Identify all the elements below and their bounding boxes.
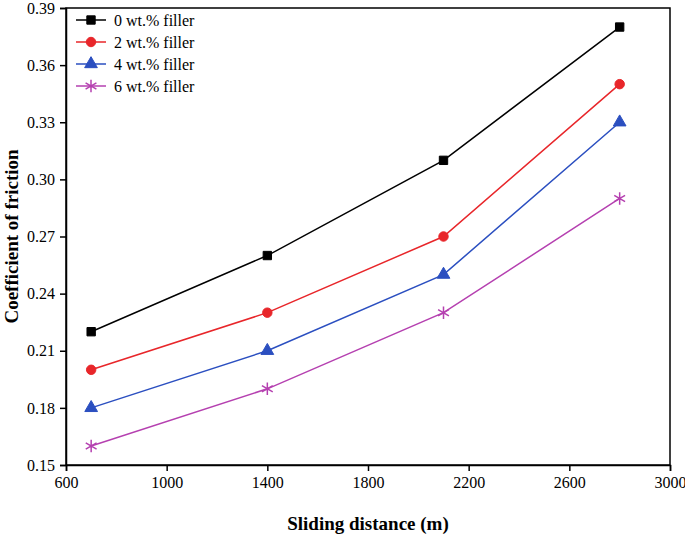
legend-entry: 0 wt.% filler: [76, 12, 195, 29]
tick: 0.30: [27, 171, 66, 188]
tick-label: 0.27: [27, 228, 55, 245]
marker: [439, 156, 447, 164]
marker: [261, 343, 274, 354]
tick-label: 0.21: [27, 342, 55, 359]
tick-mark: [60, 465, 66, 467]
tick: 0.33: [27, 114, 66, 131]
legend-label: 6 wt.% filler: [114, 78, 195, 95]
tick-mark: [60, 293, 66, 295]
marker: [262, 383, 273, 396]
tick-label: 2600: [554, 474, 586, 491]
tick: 0.15: [27, 457, 66, 474]
series-line: [91, 198, 620, 446]
tick: 2200: [453, 465, 485, 491]
tick-mark: [267, 465, 269, 471]
tick-label: 3000: [655, 474, 685, 491]
tick-mark: [60, 8, 66, 10]
tick: 2600: [554, 465, 586, 491]
tick: 0.36: [27, 57, 66, 74]
tick: 0.21: [27, 342, 66, 359]
legend-label: 2 wt.% filler: [114, 34, 195, 51]
tick-label: 0.30: [27, 171, 55, 188]
tick-mark: [60, 236, 66, 238]
legend: 0 wt.% filler 2 wt.% filler 4 wt.% filler 6…: [76, 12, 195, 95]
marker: [263, 308, 272, 317]
tick-label: 1800: [353, 474, 385, 491]
marker: [615, 23, 623, 31]
marker: [437, 267, 450, 278]
marker: [85, 401, 98, 412]
tick-label: 0.36: [27, 57, 55, 74]
data-layer: [85, 23, 626, 452]
tick: 0.24: [27, 285, 66, 302]
tick: 0.27: [27, 228, 66, 245]
marker: [615, 79, 624, 88]
tick-label: 0.39: [27, 0, 55, 17]
series-line: [91, 122, 620, 408]
tick: 600: [55, 465, 79, 491]
legend-marker: [86, 37, 95, 46]
marker: [613, 115, 626, 126]
marker: [438, 306, 449, 319]
tick-mark: [368, 465, 370, 471]
tick-mark: [468, 465, 470, 471]
axis-line: [67, 466, 671, 472]
tick: 0.39: [27, 0, 66, 17]
plot: 6001000140018002200260030000.150.180.210…: [27, 0, 685, 491]
marker: [439, 232, 448, 241]
tick-label: 0.33: [27, 114, 55, 131]
tick-label: 0.15: [27, 457, 55, 474]
tick: 0.18: [27, 399, 66, 416]
plot-frame: [66, 8, 670, 465]
tick-mark: [60, 65, 66, 67]
tick: 1400: [252, 465, 284, 491]
axis-line: [60, 9, 67, 466]
legend-entry: 6 wt.% filler: [76, 78, 195, 95]
legend-label: 4 wt.% filler: [114, 56, 195, 73]
legend-marker: [86, 80, 97, 93]
legend-marker: [85, 57, 98, 68]
chart: 6001000140018002200260030000.150.180.210…: [0, 0, 685, 546]
tick-label: 0.24: [27, 285, 55, 302]
marker: [86, 365, 95, 374]
tick-mark: [166, 465, 168, 471]
x-axis: 600 1000 1400 1800 2200 2600 3000: [55, 465, 685, 491]
tick-label: 1000: [151, 474, 183, 491]
tick: 3000: [655, 465, 685, 491]
tick-mark: [60, 351, 66, 353]
tick-mark: [569, 465, 571, 471]
marker: [614, 192, 625, 205]
x-axis-title: Sliding distance (m): [287, 513, 449, 535]
tick-mark: [670, 465, 672, 471]
tick-mark: [60, 179, 66, 181]
series-line: [91, 27, 620, 332]
tick-mark: [60, 408, 66, 410]
y-axis-title: Coefficient of friction: [1, 149, 22, 324]
marker: [263, 251, 271, 259]
tick-mark: [60, 122, 66, 124]
y-axis: 0.15 0.18 0.21 0.24 0.27 0.30 0.33 0.36 0.39: [27, 0, 67, 474]
tick-label: 600: [55, 474, 79, 491]
marker: [87, 328, 95, 336]
tick-label: 2200: [453, 474, 485, 491]
legend-entry: 2 wt.% filler: [76, 34, 195, 51]
tick: 1000: [151, 465, 183, 491]
series-line: [91, 84, 620, 370]
legend-label: 0 wt.% filler: [114, 12, 195, 29]
marker: [86, 440, 97, 453]
tick: 1800: [353, 465, 385, 491]
tick-label: 0.18: [27, 399, 55, 416]
legend-entry: 4 wt.% filler: [76, 56, 195, 73]
tick-label: 1400: [252, 474, 284, 491]
legend-marker: [87, 16, 95, 24]
